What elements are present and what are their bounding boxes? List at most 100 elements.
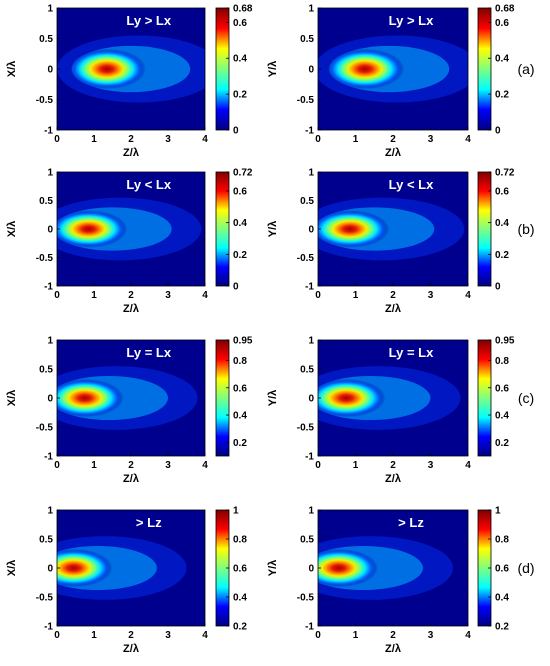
x-axis-label: Z/λ (123, 303, 139, 315)
x-tick-label: 3 (165, 290, 171, 301)
x-axis-label: Z/λ (385, 643, 401, 655)
y-tick-label: 0 (47, 394, 53, 405)
x-tick-label: 2 (128, 460, 134, 471)
x-tick-label: 0 (54, 460, 60, 471)
y-tick-label: 0.5 (300, 196, 314, 207)
colorbar-tick-label: 0.4 (495, 218, 509, 229)
x-tick-label: 4 (202, 460, 208, 471)
heatmap-panel-6: Ly = Lx 0 1 2 3 4 1 0.5 0 -0.5 -1 Z/λ Y/λ 0.95 0.8 0.6 0… (267, 336, 515, 486)
colorbar-tick-label: 0.2 (495, 250, 509, 261)
colorbar-tick-label: 0.2 (233, 438, 247, 449)
intensity-peak (325, 48, 405, 90)
colorbar-tick-label: 0.72 (233, 168, 253, 179)
y-axis-label: X/λ (6, 390, 18, 407)
colorbar-tick-label: 0.4 (495, 593, 509, 604)
x-tick-label: 3 (428, 290, 434, 301)
y-axis-label: X/λ (6, 61, 18, 78)
colorbar (215, 171, 230, 287)
y-tick-label: 0.5 (39, 535, 53, 546)
colorbar-tick-label: 0.2 (495, 438, 509, 449)
colorbar-tick-label: 0 (233, 126, 239, 137)
heatmap-panel-8: > Lz 0 1 2 3 4 1 0.5 0 -0.5 -1 Z/λ Y/λ 1 0.8 0.6 0.4 0.2 (267, 506, 509, 656)
colorbar (215, 7, 230, 131)
x-tick-label: 0 (315, 460, 321, 471)
colorbar-tick-label: 0.95 (495, 336, 515, 347)
colorbar-tick-label: 1 (233, 506, 239, 517)
intensity-peak (68, 48, 146, 90)
y-axis-label: X/λ (6, 221, 18, 238)
y-tick-label: 1 (308, 506, 314, 517)
y-axis-label: Y/λ (267, 390, 279, 407)
y-tick-label: -1 (305, 622, 314, 633)
y-tick-label: 1 (308, 336, 314, 347)
y-axis-label: Y/λ (267, 221, 279, 238)
colorbar-tick-label: 1 (495, 506, 501, 517)
y-tick-label: -1 (305, 452, 314, 463)
intensity-peak (318, 548, 378, 588)
x-tick-label: 3 (428, 134, 434, 145)
y-tick-label: -0.5 (36, 253, 54, 264)
row-labels: (a) (b) (c) (d) (517, 61, 534, 576)
intensity-peak (57, 210, 128, 248)
x-tick-label: 3 (428, 630, 434, 641)
x-tick-label: 0 (315, 290, 321, 301)
x-axis-label: Z/λ (385, 473, 401, 485)
y-tick-label: -0.5 (36, 95, 54, 106)
y-tick-label: 1 (308, 168, 314, 179)
x-tick-label: 2 (390, 460, 396, 471)
x-tick-label: 1 (353, 134, 359, 145)
y-tick-label: 0.5 (300, 535, 314, 546)
x-tick-label: 4 (465, 460, 471, 471)
x-tick-label: 2 (128, 290, 134, 301)
colorbar-tick-label: 0.4 (233, 593, 247, 604)
colorbar-tick-label: 0 (233, 282, 239, 293)
x-tick-label: 0 (54, 290, 60, 301)
colorbar-tick-label: 0.2 (495, 90, 509, 101)
x-tick-label: 2 (390, 134, 396, 145)
colorbar-tick-label: 0.4 (233, 54, 247, 65)
panels: Ly > Lx 0 1 2 3 4 1 0.5 0 -0.5 -1 Z/λ X/λ 0.68 0.6 0.4 0… (6, 4, 515, 656)
y-tick-label: -1 (44, 282, 53, 293)
x-axis-label: Z/λ (123, 147, 139, 159)
x-tick-label: 1 (353, 290, 359, 301)
x-tick-label: 1 (91, 134, 97, 145)
y-tick-label: 1 (308, 4, 314, 15)
y-axis-label: Y/λ (267, 61, 279, 78)
colorbar-tick-label: 0 (495, 126, 501, 137)
y-tick-label: 0 (308, 394, 314, 405)
x-tick-label: 0 (315, 134, 321, 145)
x-tick-label: 2 (390, 630, 396, 641)
colorbar-tick-label: 0.2 (233, 250, 247, 261)
heatmap-panel-2: Ly > Lx 0 1 2 3 4 1 0.5 0 -0.5 -1 Z/λ Y/λ 0.68 0.6 0.4 0… (267, 4, 515, 160)
y-tick-label: 0 (47, 65, 53, 76)
panel-annotation: Ly < Lx (389, 177, 434, 192)
x-tick-label: 3 (165, 134, 171, 145)
intensity-peak (57, 548, 113, 588)
y-tick-label: 0 (47, 564, 53, 575)
colorbar-tick-label: 0.8 (233, 535, 247, 546)
x-tick-label: 2 (128, 134, 134, 145)
x-tick-label: 4 (465, 630, 471, 641)
x-tick-label: 1 (353, 630, 359, 641)
y-tick-label: 1 (47, 168, 53, 179)
y-tick-label: 0 (47, 225, 53, 236)
x-tick-label: 2 (128, 630, 134, 641)
colorbar-tick-label: 0.6 (233, 564, 247, 575)
intensity-peak (318, 378, 386, 418)
panel-annotation: > Lz (398, 515, 424, 530)
y-tick-label: 0 (308, 65, 314, 76)
colorbar-tick-label: 0 (495, 282, 501, 293)
y-tick-label: -1 (44, 622, 53, 633)
x-tick-label: 4 (465, 134, 471, 145)
y-tick-label: 0 (308, 225, 314, 236)
colorbar-tick-label: 0.6 (233, 18, 247, 29)
x-axis-label: Z/λ (385, 147, 401, 159)
y-tick-label: 0.5 (39, 34, 53, 45)
colorbar-tick-label: 0.6 (495, 187, 509, 198)
x-tick-label: 2 (390, 290, 396, 301)
x-tick-label: 4 (202, 630, 208, 641)
y-axis-label: Y/λ (267, 560, 279, 577)
panel-annotation: Ly = Lx (389, 345, 434, 360)
y-tick-label: 0.5 (39, 365, 53, 376)
x-tick-label: 3 (165, 460, 171, 471)
